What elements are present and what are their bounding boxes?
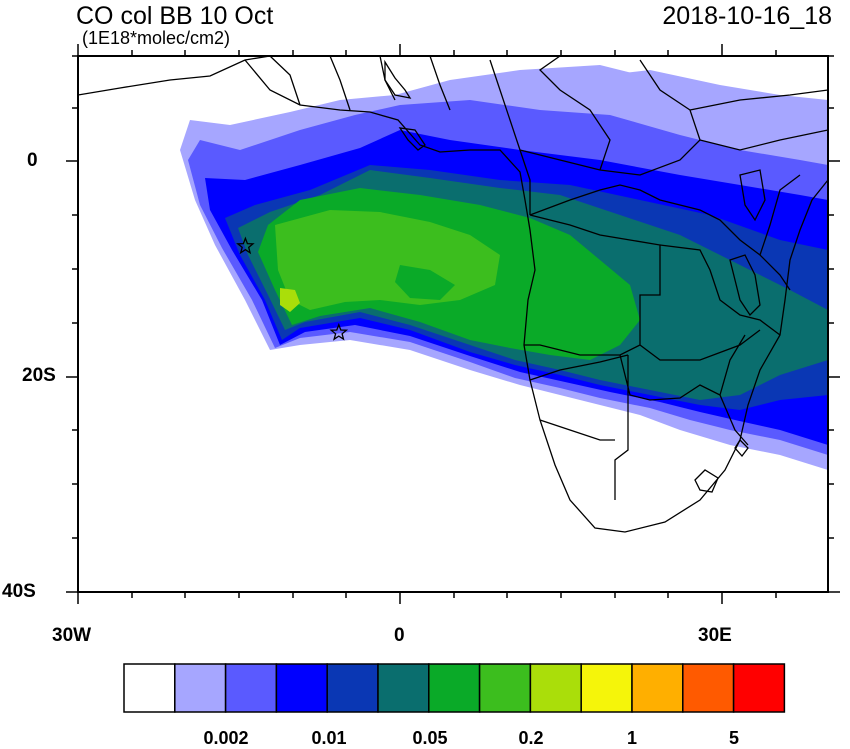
units-label: (1E18*molec/cm2) [82, 28, 231, 48]
colorbar-swatch [224, 663, 278, 713]
site-markers [236, 236, 349, 341]
level-0.002-north-fill [580, 70, 828, 130]
colorbar-label-0.2: 0.2 [518, 728, 544, 748]
africa-coastline [78, 56, 828, 533]
colorbar-label-0.002: 0.002 [203, 728, 249, 748]
colorbar-swatch [732, 663, 786, 713]
x-tick-label-30e: 30E [698, 625, 732, 646]
colorbar-swatch [123, 663, 176, 713]
colorbar-swatch [377, 663, 430, 713]
colorbar-swatch [478, 663, 532, 713]
coastlines [78, 56, 828, 533]
eswatini-border [734, 438, 749, 458]
plot-frame [77, 55, 829, 593]
colorbar-swatch [682, 663, 735, 713]
north-borders [269, 56, 828, 176]
colorbar-swatch [326, 663, 379, 713]
co-plume-field [180, 65, 828, 470]
y-tick-label-40s: 40S [2, 581, 36, 602]
bight-coast [398, 127, 426, 151]
star-marker-icon [236, 236, 255, 255]
colorbar-swatch [631, 663, 684, 713]
colorbar-swatch [174, 663, 227, 713]
x-axis-ticks [77, 44, 777, 604]
x-tick-label-0: 0 [394, 625, 405, 646]
lake-tanganyika [739, 169, 766, 222]
map-title: CO col BB 10 Oct [76, 2, 274, 30]
colorbar-label-0.05: 0.05 [412, 728, 448, 748]
colorbar-label-5: 5 [728, 728, 740, 748]
y-tick-label-20s: 20S [22, 365, 56, 386]
southern-borders [519, 149, 801, 500]
star-marker-icon [329, 322, 349, 341]
colorbar-swatch [428, 663, 481, 713]
lesotho-border [694, 469, 719, 493]
level-lime-fill [280, 288, 300, 312]
datetime-label: 2018-10-16_18 [662, 2, 832, 30]
y-axis-ticks [66, 55, 840, 593]
colorbar-swatch [275, 663, 328, 713]
colorbar-swatch [529, 663, 582, 713]
colorbar-label-0.01: 0.01 [311, 728, 347, 748]
y-tick-label-0: 0 [27, 150, 38, 171]
colorbar-swatch [580, 663, 633, 713]
colorbar-label-1: 1 [626, 728, 638, 748]
level-green-island [395, 265, 455, 300]
lake-volta [384, 59, 412, 99]
colorbar [123, 663, 786, 713]
x-tick-label-30w: 30W [52, 625, 92, 646]
lake-malawi [729, 254, 761, 317]
